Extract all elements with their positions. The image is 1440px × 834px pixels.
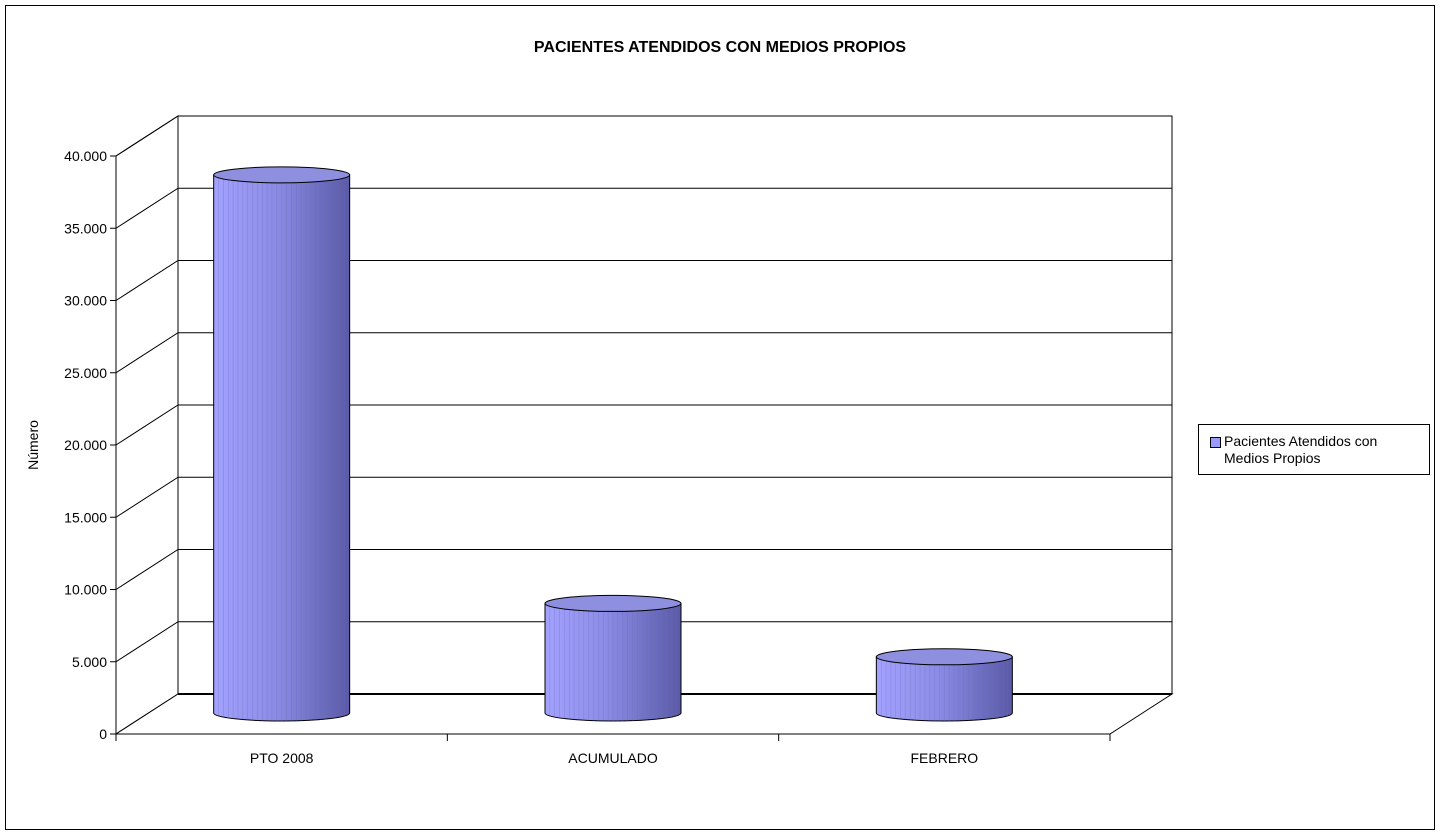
cylinder-bar bbox=[544, 594, 682, 722]
gridline bbox=[115, 332, 1172, 374]
x-axis-ticks: PTO 2008 ACUMULADO FEBRERO bbox=[115, 734, 1111, 766]
cylinder-bar bbox=[213, 166, 351, 722]
y-tick-label: 40.000 bbox=[64, 148, 107, 164]
gridline bbox=[115, 187, 1172, 229]
y-tick-label: 10.000 bbox=[64, 582, 107, 598]
y-tick-label: 35.000 bbox=[64, 220, 107, 236]
gridline bbox=[115, 260, 1172, 301]
y-tick-label: 0 bbox=[99, 726, 107, 742]
x-tick-label: ACUMULADO bbox=[568, 750, 658, 766]
gridlines bbox=[115, 115, 1172, 663]
gridline bbox=[115, 621, 1172, 663]
gridline bbox=[115, 404, 1172, 446]
y-tick-label: 5.000 bbox=[72, 654, 107, 670]
y-tick-label: 25.000 bbox=[64, 365, 107, 381]
gridline bbox=[115, 476, 1172, 518]
y-tick-label: 30.000 bbox=[64, 293, 107, 309]
legend-label: Pacientes Atendidos con Medios Propios bbox=[1224, 433, 1378, 466]
cylinder-top bbox=[213, 166, 351, 184]
x-tick-label: PTO 2008 bbox=[250, 750, 314, 766]
cylinder-bars bbox=[213, 166, 1013, 722]
y-axis-label: Número bbox=[25, 420, 41, 470]
gridline bbox=[115, 115, 1172, 157]
chart-title: PACIENTES ATENDIDOS CON MEDIOS PROPIOS bbox=[534, 39, 907, 56]
legend: Pacientes Atendidos con Medios Propios bbox=[1198, 424, 1430, 475]
cylinder-bar bbox=[875, 648, 1013, 722]
cylinder-top bbox=[875, 648, 1013, 666]
gridline bbox=[115, 549, 1172, 590]
x-tick-label: FEBRERO bbox=[910, 750, 978, 766]
cylinder-top bbox=[544, 594, 682, 612]
y-axis-ticks: 0 5.000 10.000 15.000 20.000 25.000 30.000 35.0… bbox=[64, 148, 116, 742]
y-tick-label: 20.000 bbox=[64, 437, 107, 453]
legend-swatch bbox=[1210, 437, 1221, 448]
y-tick-label: 15.000 bbox=[64, 509, 107, 525]
